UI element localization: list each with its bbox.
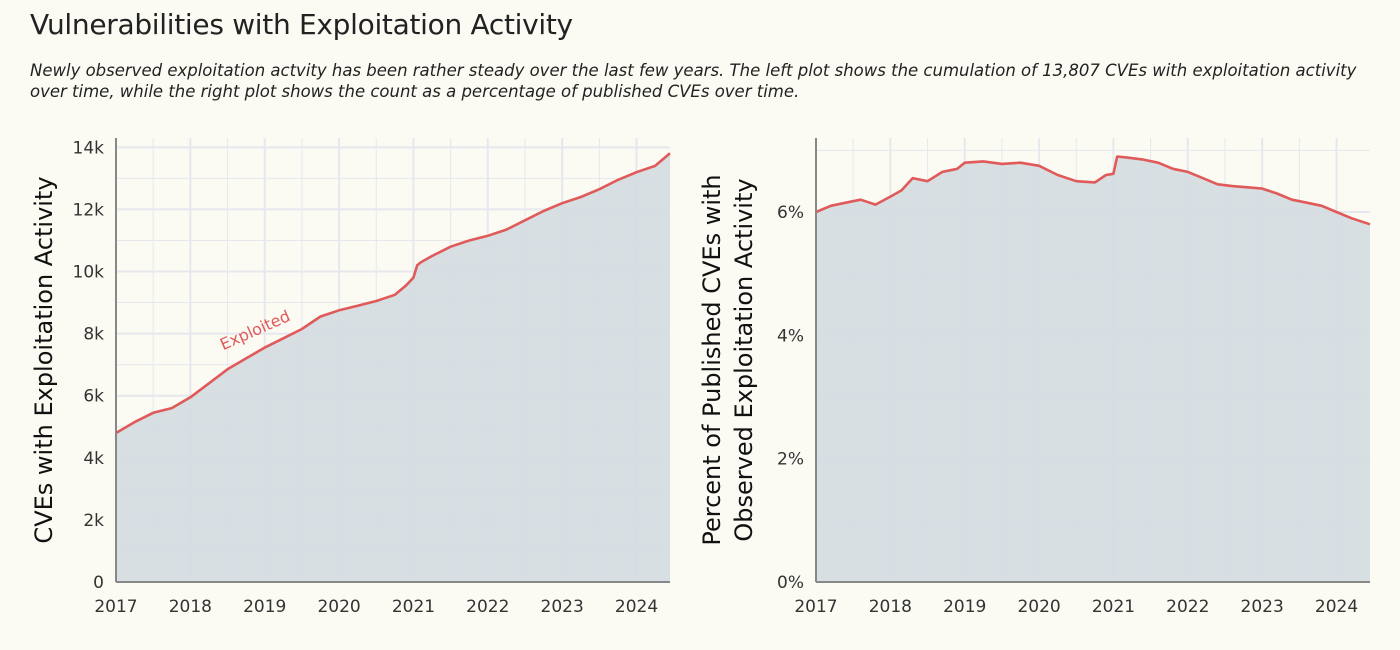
chart2-x-tick-label: 2019 [943,597,986,617]
chart1-area-fill [116,153,670,583]
chart2-x-tick-label: 2021 [1092,597,1135,617]
chart1-y-tick-label: 6k [83,387,104,407]
chart2-y-tick-label: 2% [777,450,804,470]
chart1-x-tick-label: 2018 [169,597,212,617]
chart1-x-tick-label: 2020 [317,597,360,617]
chart1-y-tick-label: 14k [73,138,105,158]
chart2-y-tick-label: 4% [777,326,804,346]
chart2-x-tick-label: 2023 [1241,597,1284,617]
chart1-x-tick-label: 2024 [615,597,658,617]
chart2-x-tick-label: 2018 [869,597,912,617]
chart2-x-tick-label: 2022 [1166,597,1209,617]
chart2-y-axis-label: Percent of Published CVEs with [698,174,726,545]
page-subtitle: Newly observed exploitation actvity has … [30,61,1357,101]
chart2-y-tick-label: 0% [777,573,804,593]
chart1-x-tick-label: 2019 [243,597,286,617]
chart2-y-axis-label: Observed Exploitation Activity [730,178,758,541]
chart1-y-tick-label: 8k [83,325,104,345]
chart1-y-tick-label: 10k [73,263,105,283]
chart2-y-tick-label: 6% [777,203,804,223]
chart1-y-axis-label: CVEs with Exploitation Activity [30,176,58,543]
chart2-x-tick-label: 2020 [1017,597,1060,617]
chart2-series-line [815,155,1371,226]
chart1-x-tick-label: 2017 [94,597,137,617]
chart1-y-tick-label: 12k [73,200,105,220]
chart1-x-tick-label: 2021 [392,597,435,617]
chart1-series-line [115,152,671,435]
chart1-x-tick-label: 2022 [466,597,509,617]
page-title: Vulnerabilities with Exploitation Activi… [30,8,573,41]
chart2-area-fill [816,156,1370,582]
chart1-x-tick-label: 2023 [541,597,584,617]
chart2-x-tick-label: 2024 [1315,597,1358,617]
chart1-y-tick-label: 2k [83,511,104,531]
chart1-y-tick-label: 4k [83,449,104,469]
chart1-y-tick-label: 0 [93,573,104,593]
chart2-x-tick-label: 2017 [794,597,837,617]
